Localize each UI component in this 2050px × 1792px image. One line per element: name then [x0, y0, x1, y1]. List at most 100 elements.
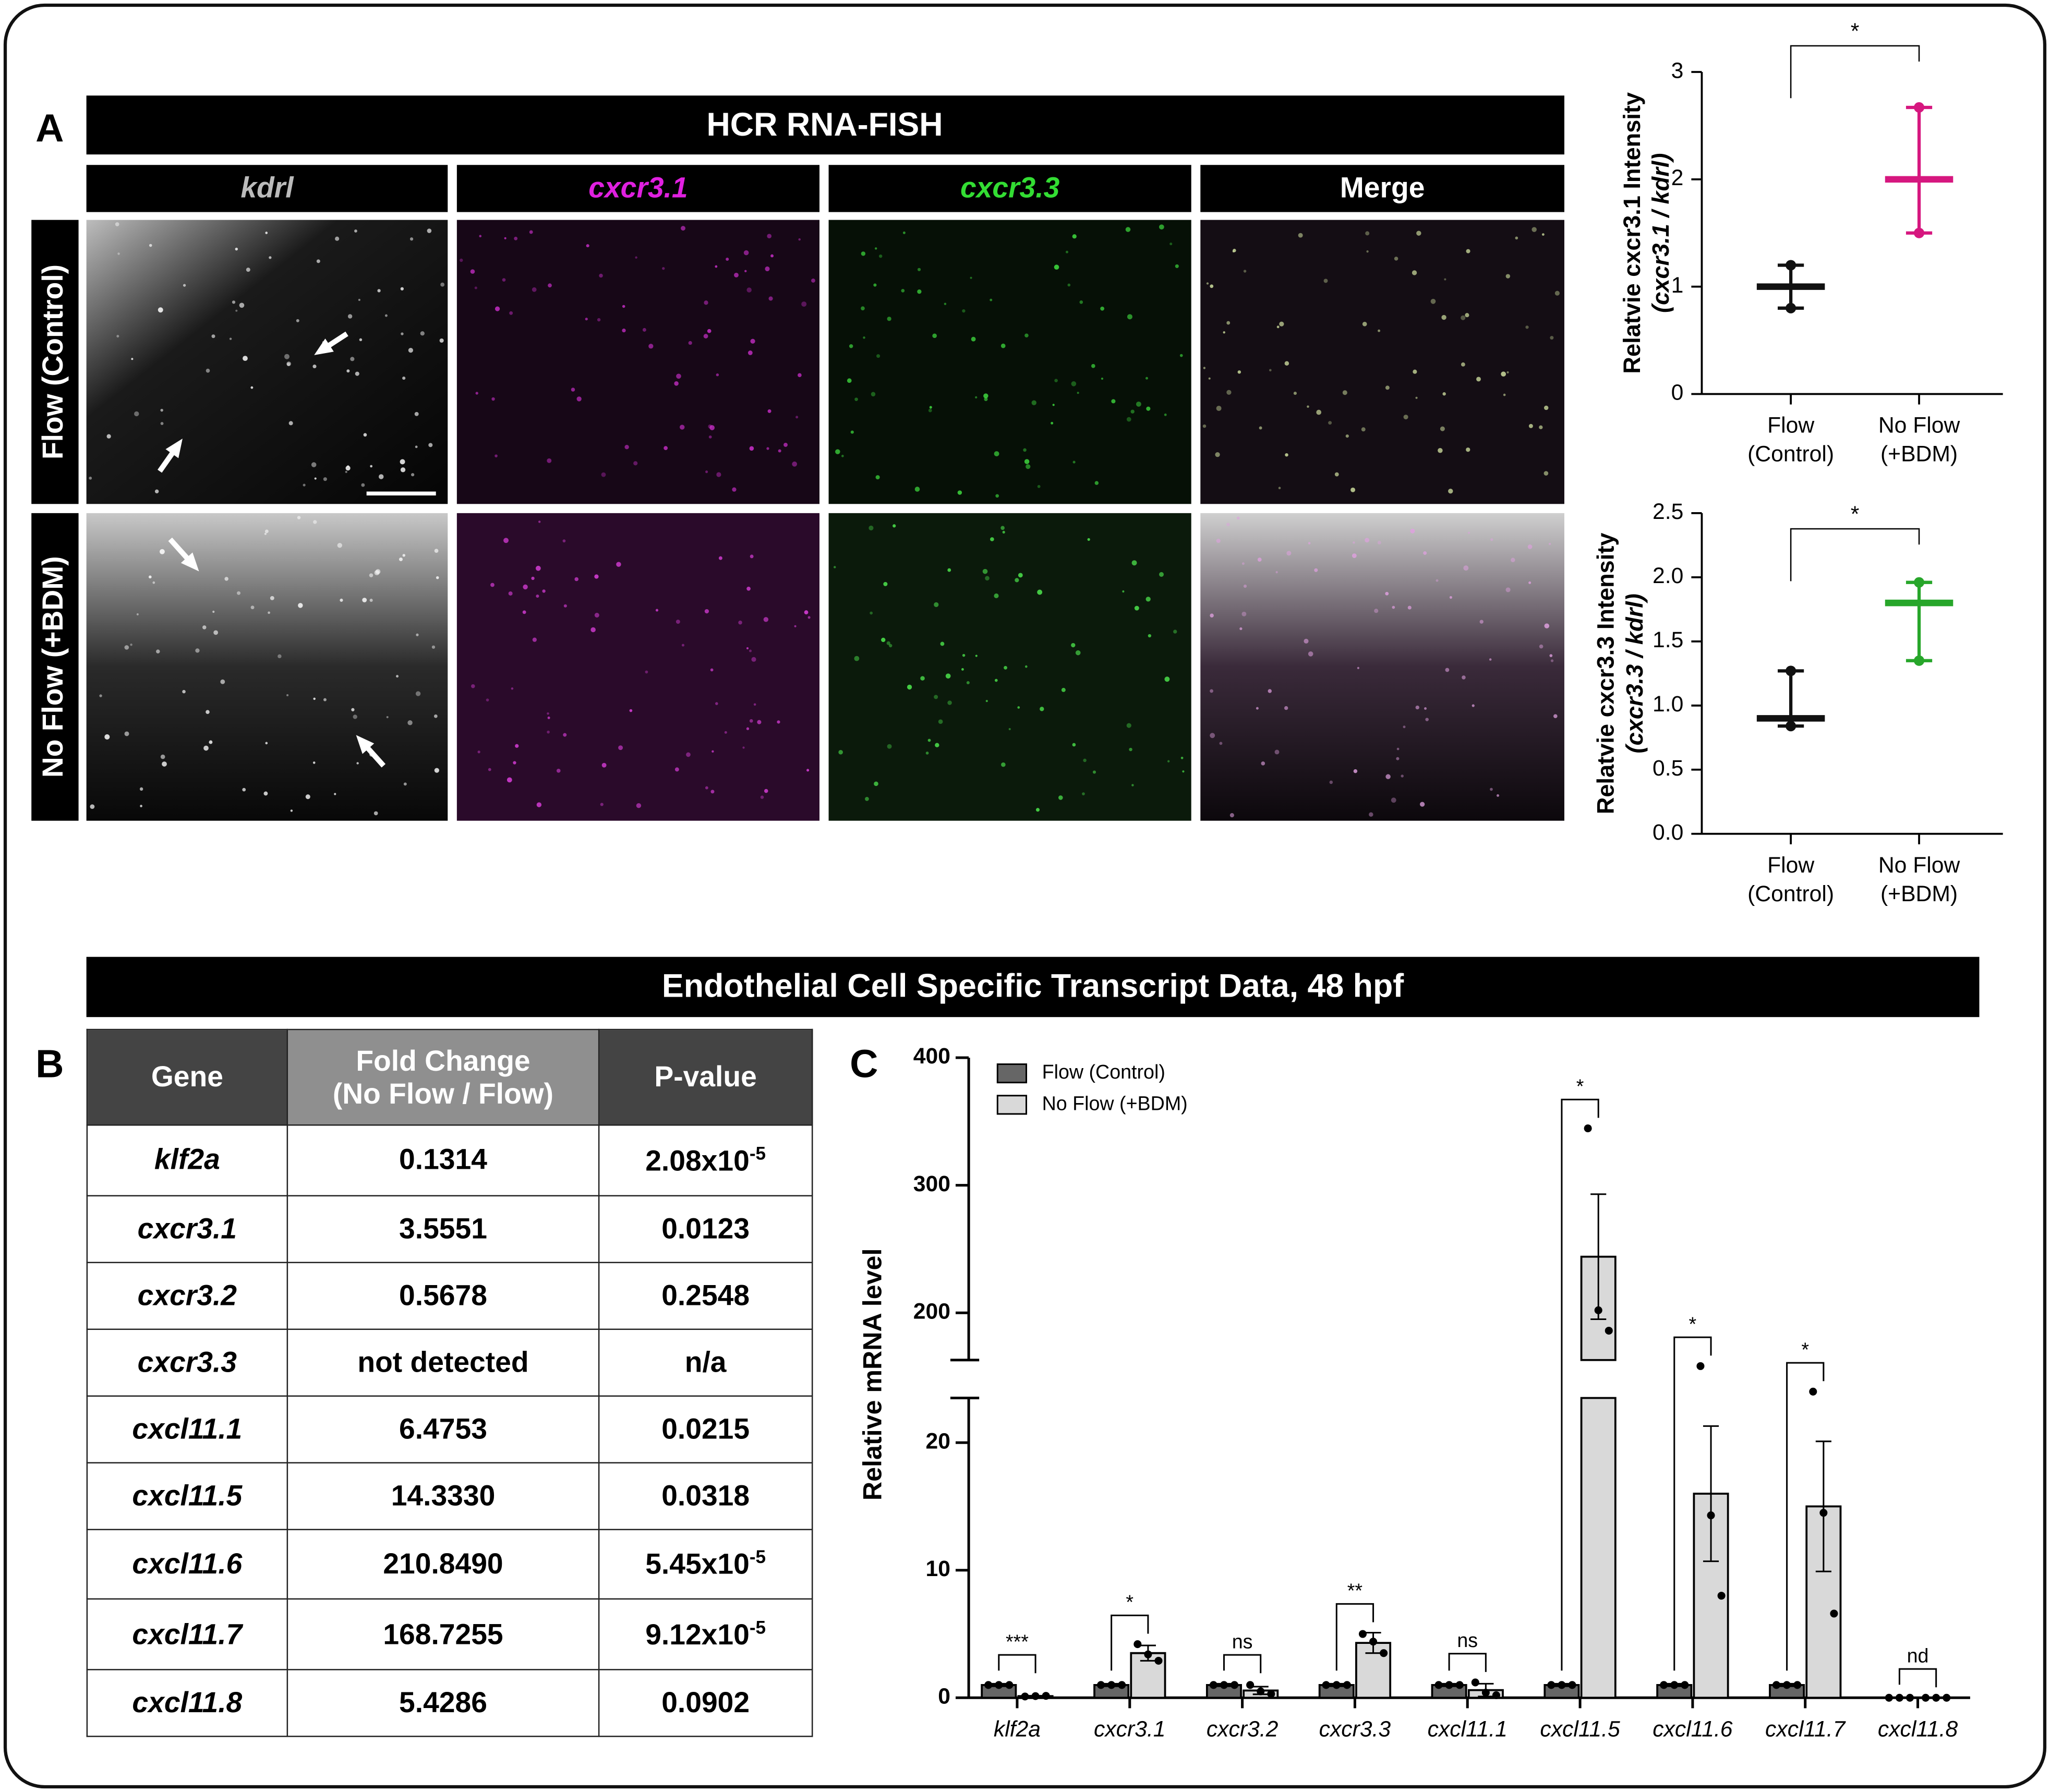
speckle	[1111, 399, 1116, 404]
speckle	[1148, 634, 1152, 638]
column-header-bar	[1200, 165, 1564, 212]
speckle	[966, 681, 970, 685]
speckle	[1202, 424, 1207, 428]
y-axis-label: Relative mRNA level	[858, 1249, 887, 1501]
speckle	[1401, 774, 1404, 778]
speckle	[1385, 591, 1389, 596]
y-tick-label: 3	[1671, 58, 1684, 83]
table-cell: cxcl11.8	[86, 1668, 288, 1737]
speckle	[1101, 377, 1104, 380]
speckle	[629, 709, 633, 712]
speckle	[767, 234, 772, 239]
speckle	[402, 554, 405, 557]
speckle	[1065, 250, 1069, 253]
speckle	[1024, 333, 1029, 338]
speckle	[794, 625, 797, 627]
speckle	[475, 392, 478, 395]
cell-text: n/a	[684, 1345, 727, 1378]
speckle	[1131, 560, 1137, 566]
y-axis-label: Relatvie cxcr3.1 Intensity	[1619, 92, 1645, 374]
data-point	[1707, 1511, 1715, 1520]
speckle	[563, 733, 567, 737]
speckle	[1169, 243, 1173, 246]
speckle	[490, 583, 495, 587]
speckle	[1307, 405, 1309, 408]
speckle	[747, 350, 753, 355]
speckle	[1445, 668, 1450, 672]
speckle	[932, 333, 937, 338]
speckle	[680, 425, 685, 430]
speckle	[124, 731, 129, 736]
speckle	[1182, 770, 1185, 773]
speckle	[1092, 770, 1096, 774]
speckle	[159, 549, 165, 554]
speckle	[1259, 426, 1262, 430]
speckle	[716, 373, 719, 377]
speckle	[335, 236, 340, 241]
title-bar	[86, 95, 1564, 155]
speckle	[359, 338, 363, 342]
speckle	[1040, 707, 1044, 711]
data-point	[1031, 1692, 1040, 1700]
data-point	[1594, 1306, 1602, 1314]
speckle	[1413, 369, 1417, 374]
speckle	[712, 750, 714, 753]
y-tick-label: 10	[926, 1556, 950, 1581]
speckle	[1448, 489, 1453, 494]
speckle	[957, 490, 962, 495]
speckle	[1553, 714, 1558, 719]
speckle	[1532, 227, 1537, 232]
column-header: cxcr3.3	[960, 172, 1060, 204]
speckle	[749, 446, 754, 451]
section-title: Endothelial Cell Specific Transcript Dat…	[662, 968, 1404, 1004]
speckle	[947, 568, 951, 572]
speckle	[1304, 638, 1309, 644]
speckle	[1396, 757, 1400, 760]
speckle	[601, 762, 607, 768]
data-point	[1932, 1693, 1940, 1702]
data-point	[1914, 102, 1925, 113]
speckle	[313, 697, 316, 700]
speckle	[1394, 257, 1398, 261]
speckle	[917, 268, 921, 271]
bar	[1355, 1642, 1392, 1699]
speckle	[250, 386, 254, 389]
table-cell: 9.12x10-5	[598, 1599, 813, 1670]
speckle	[264, 529, 269, 534]
speckle	[1444, 278, 1446, 281]
speckle	[854, 656, 860, 661]
speckle	[1284, 361, 1289, 366]
speckle	[470, 269, 475, 274]
column-header: cxcr3.1	[588, 172, 688, 204]
data-point	[1943, 1693, 1951, 1702]
y-tick-label: 0	[938, 1684, 950, 1709]
significance-bracket	[1561, 1098, 1599, 1671]
speckle	[1461, 362, 1465, 367]
speckle	[838, 749, 843, 755]
data-point	[1809, 1387, 1817, 1396]
speckle	[995, 494, 999, 498]
speckle	[704, 300, 708, 305]
table-cell: 0.0902	[598, 1668, 813, 1737]
speckle	[532, 287, 537, 292]
x-tick-label: cxcr3.2	[1207, 1716, 1279, 1741]
speckle	[440, 282, 445, 287]
speckle	[529, 230, 533, 234]
speckle	[765, 266, 770, 272]
speckle	[893, 524, 896, 528]
speckle	[983, 393, 988, 398]
legend-swatch	[996, 1095, 1028, 1115]
table-cell: 3.5551	[286, 1194, 600, 1263]
table-row: cxcl11.7 168.7255 9.12x10-5	[86, 1599, 813, 1670]
data-point	[1670, 1681, 1679, 1689]
speckle	[970, 276, 972, 279]
speckle	[369, 598, 373, 602]
speckle	[1466, 249, 1470, 253]
arrow-head	[165, 439, 183, 458]
speckle	[1489, 658, 1492, 661]
speckle	[547, 730, 550, 734]
speckle	[1206, 282, 1209, 285]
speckle	[940, 641, 945, 646]
speckle	[870, 611, 873, 615]
speckle	[414, 411, 419, 416]
